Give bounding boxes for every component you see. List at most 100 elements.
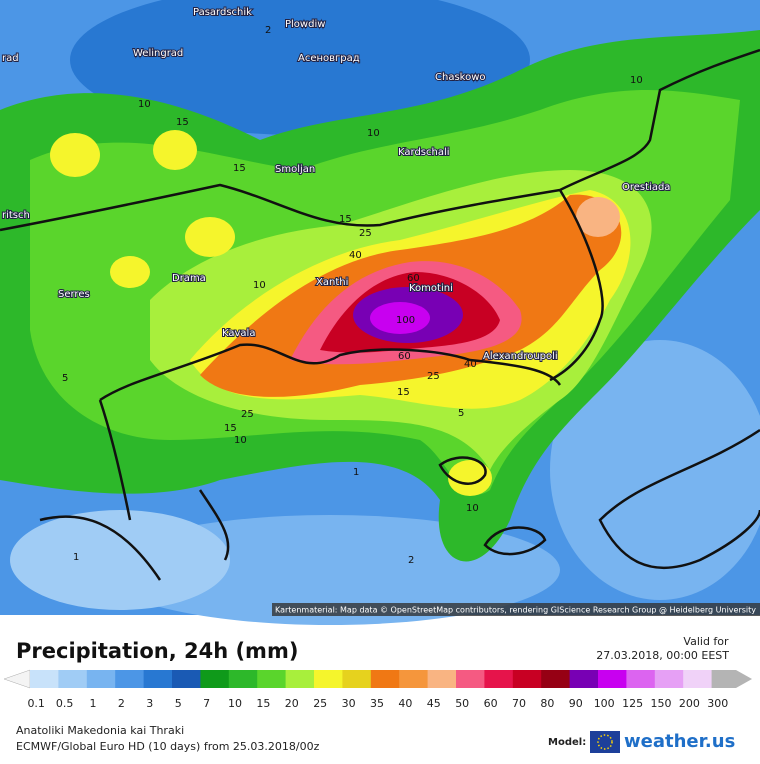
eu-flag <box>590 731 620 753</box>
color-swatch <box>598 670 627 688</box>
legend: Precipitation, 24h (mm) Valid for 27.03.… <box>3 635 752 753</box>
scale-label: 90 <box>569 697 583 710</box>
field <box>370 302 430 334</box>
color-swatch <box>58 670 88 688</box>
color-swatch <box>86 670 116 688</box>
city-label: Alexandroupoli <box>483 351 558 362</box>
contour-label: 1 <box>73 552 79 563</box>
color-swatch <box>683 670 713 688</box>
contour-label: 2 <box>265 25 271 36</box>
city-label: Pasardschik <box>193 7 252 18</box>
city-label: ritsch <box>2 210 30 221</box>
color-swatch <box>512 670 542 688</box>
contour-label: 60 <box>407 273 420 284</box>
field <box>110 256 150 288</box>
contour-label: 40 <box>349 250 362 261</box>
city-label: Xanthi <box>316 277 348 288</box>
contour-label: 25 <box>427 371 440 382</box>
color-swatch <box>427 670 457 688</box>
scale-label: 20 <box>285 697 299 710</box>
contour-label: 10 <box>253 280 266 291</box>
field <box>50 133 100 177</box>
contour-label: 100 <box>396 315 415 326</box>
field <box>70 0 530 135</box>
city-label: Komotini <box>409 283 453 294</box>
city-label: Drama <box>172 273 206 284</box>
valid-time: 27.03.2018, 00:00 EEST <box>596 649 729 662</box>
contour-labels: 2 10 10 15 10 15 15 25 40 60 10 100 60 4… <box>62 25 643 566</box>
model-info: ECMWF/Global Euro HD (10 days) from 25.0… <box>16 740 320 753</box>
scale-label: 10 <box>228 697 242 710</box>
contour-label: 10 <box>466 503 479 514</box>
scale-label: 0.1 <box>27 697 45 710</box>
contour-label: 60 <box>398 351 411 362</box>
eu-stars <box>597 734 613 750</box>
contour-label: 10 <box>367 128 380 139</box>
city-label: Serres <box>58 289 90 300</box>
contour-label: 15 <box>224 423 237 434</box>
city-label: rad <box>2 53 19 64</box>
scale-label: 45 <box>427 697 441 710</box>
color-swatch <box>484 670 514 688</box>
contour-label: 15 <box>397 387 410 398</box>
field <box>153 130 197 170</box>
scale-label: 25 <box>313 697 327 710</box>
city-label: Kardschali <box>398 147 450 158</box>
scale-label: 50 <box>455 697 469 710</box>
scale-label: 30 <box>342 697 356 710</box>
city-label: Chaskowo <box>435 72 486 83</box>
borders <box>0 48 760 581</box>
scale-label: 60 <box>484 697 498 710</box>
contour-label: 15 <box>176 117 189 128</box>
field <box>576 197 620 237</box>
city-label: Kavala <box>222 328 255 339</box>
scale-label: 80 <box>540 697 554 710</box>
scale-label: 150 <box>651 697 672 710</box>
color-swatch <box>711 670 752 688</box>
color-swatch <box>626 670 656 688</box>
colorbar: 0.1 0.5 1 2 3 5 7 10 15 20 25 30 35 40 45 50 60 70 80 90 100… <box>27 670 752 710</box>
color-swatch <box>228 670 258 688</box>
region: Anatoliki Makedonia kai Thraki <box>16 724 184 737</box>
contour-label: 5 <box>458 408 464 419</box>
city-label: Orestiada <box>622 182 670 193</box>
city-label: Plowdiw <box>285 19 325 30</box>
scale-label: 70 <box>512 697 526 710</box>
color-swatch <box>342 670 372 688</box>
contour-label: 15 <box>233 163 246 174</box>
city-label: Smoljan <box>275 164 315 175</box>
city-label: Асеновград <box>298 53 360 64</box>
color-swatch <box>172 670 201 688</box>
contour-label: 25 <box>359 228 372 239</box>
color-swatch <box>370 670 400 688</box>
city-label: Welingrad <box>133 48 183 59</box>
field <box>550 340 760 600</box>
contour-label: 40 <box>464 359 477 370</box>
scale-label: 7 <box>203 697 210 710</box>
scale-label: 5 <box>175 697 182 710</box>
scale-label: 15 <box>256 697 270 710</box>
scale-label: 3 <box>146 697 153 710</box>
field <box>185 217 235 257</box>
color-swatch <box>654 670 684 688</box>
contour-label: 10 <box>630 75 643 86</box>
cities: Pasardschik Plowdiw Асеновград Welingrad… <box>1 6 671 363</box>
scale-label: 200 <box>679 697 700 710</box>
brand: weather.us <box>624 731 735 752</box>
contour-label: 25 <box>241 409 254 420</box>
color-swatch <box>115 670 145 688</box>
contour-label: 5 <box>62 373 68 384</box>
attribution: Kartenmaterial: Map data © OpenStreetMap… <box>275 606 756 615</box>
field <box>448 460 492 496</box>
color-swatch <box>285 670 315 688</box>
color-swatch <box>456 670 485 688</box>
valid-label: Valid for <box>683 635 729 648</box>
color-swatch <box>200 670 230 688</box>
color-swatch <box>143 670 173 688</box>
legend-title: Precipitation, 24h (mm) <box>16 639 298 663</box>
contour-label: 10 <box>138 99 151 110</box>
contour-label: 15 <box>339 214 352 225</box>
contour-label: 1 <box>353 467 359 478</box>
scale-label: 0.5 <box>56 697 74 710</box>
